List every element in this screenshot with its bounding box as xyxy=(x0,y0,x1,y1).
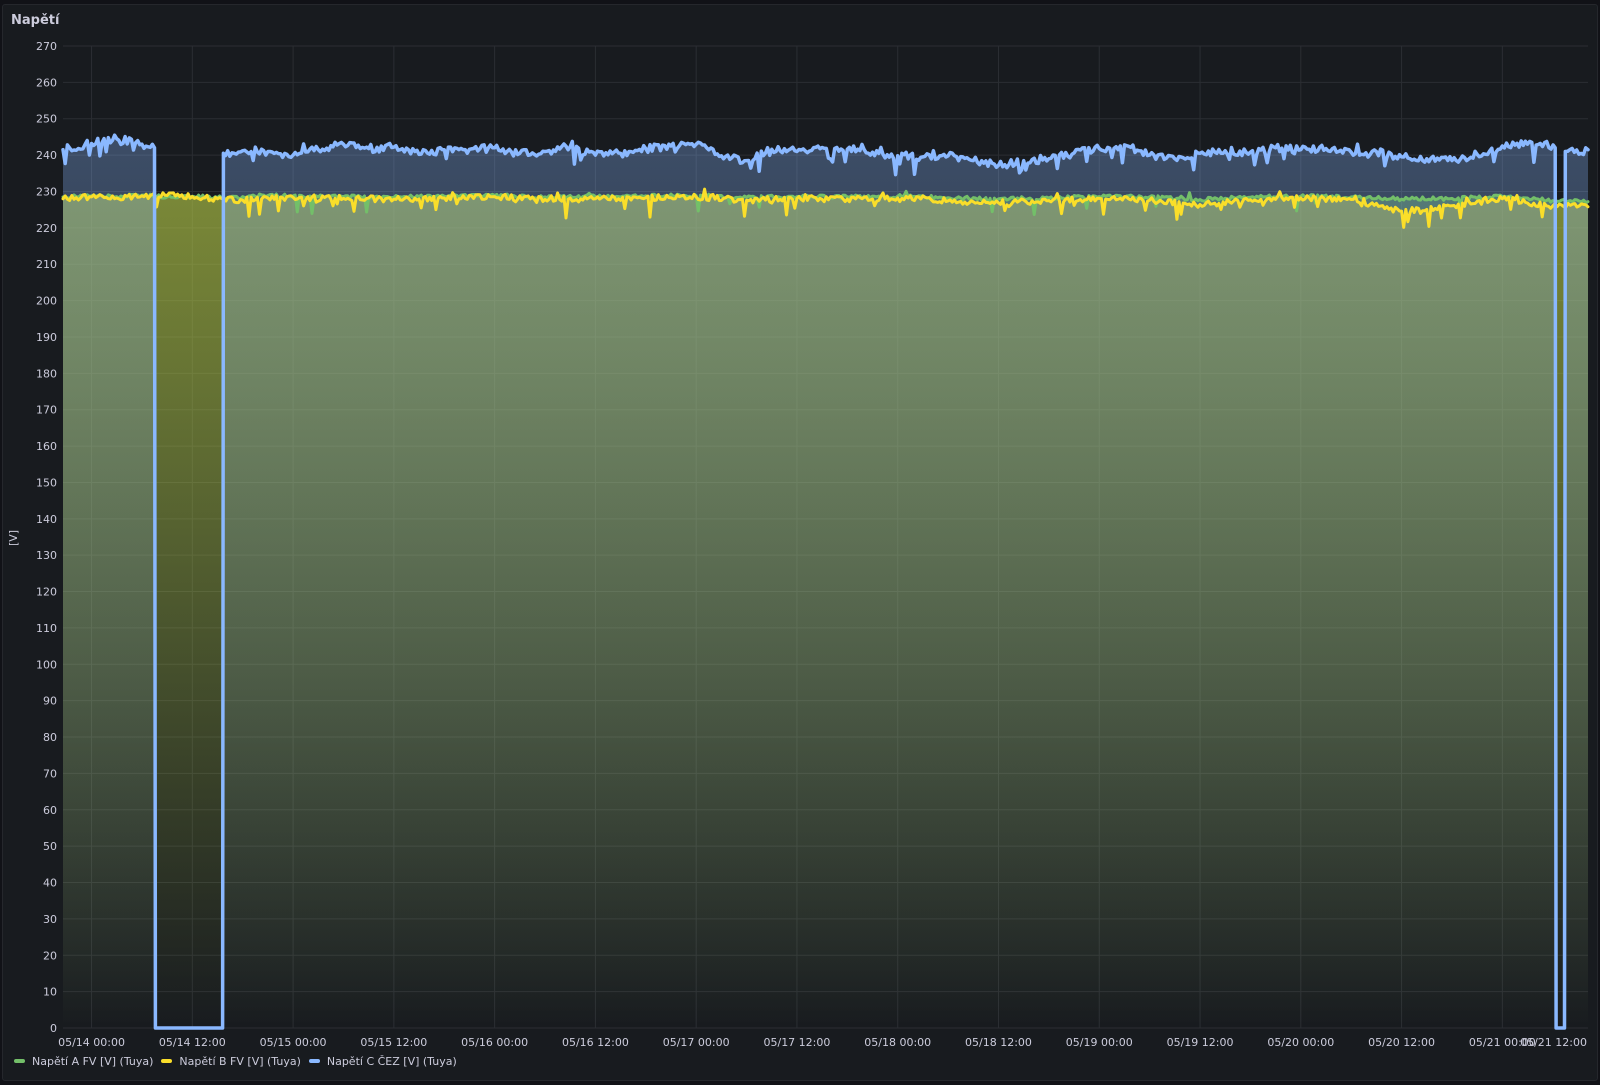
y-tick-label: 180 xyxy=(36,367,57,380)
y-tick-label: 60 xyxy=(43,804,57,817)
y-tick-label: 140 xyxy=(36,513,57,526)
x-tick-label: 05/18 00:00 xyxy=(864,1036,931,1049)
y-tick-label: 130 xyxy=(36,549,57,562)
x-tick-label: 05/20 12:00 xyxy=(1368,1036,1435,1049)
y-tick-label: 100 xyxy=(36,658,57,671)
y-tick-label: 70 xyxy=(43,767,57,780)
y-tick-label: 240 xyxy=(36,149,57,162)
y-tick-label: 110 xyxy=(36,622,57,635)
y-tick-label: 270 xyxy=(36,40,57,53)
x-tick-label: 05/18 12:00 xyxy=(965,1036,1032,1049)
legend-swatch-b xyxy=(161,1059,173,1063)
y-tick-label: 250 xyxy=(36,113,57,126)
y-tick-label: 50 xyxy=(43,840,57,853)
y-tick-label: 170 xyxy=(36,404,57,417)
legend-item-napeti-c[interactable]: Napětí C ČEZ [V] (Tuya) xyxy=(308,1054,457,1068)
x-tick-label: 05/16 00:00 xyxy=(461,1036,528,1049)
panel-title: Napětí xyxy=(11,13,60,28)
y-tick-label: 40 xyxy=(43,877,57,890)
y-tick-label: 190 xyxy=(36,331,57,344)
y-tick-label: 80 xyxy=(43,731,57,744)
legend-item-napeti-b[interactable]: Napětí B FV [V] (Tuya) xyxy=(161,1054,301,1068)
y-tick-label: 230 xyxy=(36,185,57,198)
legend-label-c: Napětí C ČEZ [V] (Tuya) xyxy=(326,1054,457,1068)
series-areas xyxy=(63,135,1588,1029)
x-tick-label: 05/15 00:00 xyxy=(260,1036,327,1049)
x-tick-label: 05/21 00:00 xyxy=(1469,1036,1536,1049)
x-tick-label: 05/16 12:00 xyxy=(562,1036,629,1049)
y-axis-label: [V] xyxy=(7,530,20,546)
x-tick-label: 05/15 12:00 xyxy=(360,1036,427,1049)
y-tick-label: 220 xyxy=(36,222,57,235)
legend-swatch-a xyxy=(14,1059,25,1063)
x-tick-label: 05/19 00:00 xyxy=(1066,1036,1133,1049)
series-area-napeti-c xyxy=(63,135,1588,1028)
y-tick-label: 0 xyxy=(50,1022,57,1035)
y-tick-label: 160 xyxy=(36,440,57,453)
x-tick-label: 05/19 12:00 xyxy=(1167,1036,1234,1049)
y-tick-label: 210 xyxy=(36,258,57,271)
x-tick-label: 05/17 00:00 xyxy=(663,1036,730,1049)
y-tick-label: 150 xyxy=(36,476,57,489)
x-tick-label: 05/14 00:00 xyxy=(58,1036,125,1049)
y-tick-label: 30 xyxy=(43,913,57,926)
x-tick-label: 05/21 12:00 xyxy=(1520,1036,1587,1049)
y-tick-label: 10 xyxy=(43,986,57,999)
y-tick-label: 90 xyxy=(43,695,57,708)
x-tick-label: 05/20 00:00 xyxy=(1267,1036,1334,1049)
legend-item-napeti-a[interactable]: Napětí A FV [V] (Tuya) xyxy=(14,1055,153,1068)
x-tick-label: 05/17 12:00 xyxy=(763,1036,830,1049)
legend-label-b: Napětí B FV [V] (Tuya) xyxy=(179,1054,301,1068)
legend: Napětí A FV [V] (Tuya) Napětí B FV [V] (… xyxy=(14,1052,457,1070)
y-tick-label: 260 xyxy=(36,76,57,89)
axes: 0 10 20 30 40 50 60 70 80 90 100 110 120 130 140 150 160… xyxy=(36,40,1587,1049)
series-line-napeti-c xyxy=(61,133,1590,1030)
x-tick-label: 05/14 12:00 xyxy=(159,1036,226,1049)
series-line-napeti-b xyxy=(61,187,1590,229)
y-tick-label: 120 xyxy=(36,586,57,599)
legend-swatch-c xyxy=(308,1059,320,1063)
y-tick-label: 20 xyxy=(43,949,57,962)
legend-label-a: Napětí A FV [V] (Tuya) xyxy=(32,1054,154,1068)
series-lines xyxy=(61,133,1590,1030)
y-tick-label: 200 xyxy=(36,295,57,308)
